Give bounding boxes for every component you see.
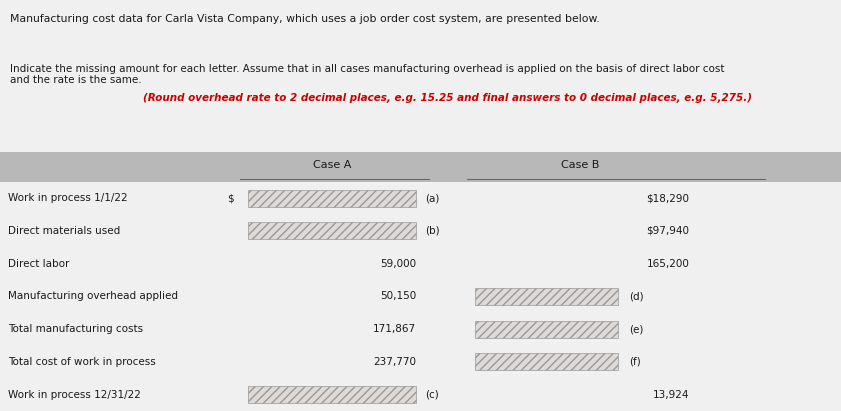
Text: Direct labor: Direct labor	[8, 259, 70, 269]
Text: Manufacturing cost data for Carla Vista Company, which uses a job order cost sys: Manufacturing cost data for Carla Vista …	[10, 14, 600, 24]
Text: (c): (c)	[425, 390, 438, 399]
Text: (b): (b)	[425, 226, 439, 236]
Text: 237,770: 237,770	[373, 357, 416, 367]
Text: (f): (f)	[629, 357, 641, 367]
Text: (e): (e)	[629, 324, 643, 334]
FancyBboxPatch shape	[475, 288, 618, 305]
Text: Case A: Case A	[313, 160, 352, 171]
Text: Case B: Case B	[561, 160, 600, 171]
Text: Direct materials used: Direct materials used	[8, 226, 120, 236]
FancyBboxPatch shape	[475, 353, 618, 370]
Text: Work in process 1/1/22: Work in process 1/1/22	[8, 193, 128, 203]
Text: $97,940: $97,940	[647, 226, 690, 236]
Text: Total cost of work in process: Total cost of work in process	[8, 357, 156, 367]
FancyBboxPatch shape	[248, 190, 416, 207]
FancyBboxPatch shape	[0, 152, 841, 182]
Text: Manufacturing overhead applied: Manufacturing overhead applied	[8, 291, 178, 301]
Text: 13,924: 13,924	[653, 390, 690, 399]
Text: Total manufacturing costs: Total manufacturing costs	[8, 324, 144, 334]
Text: (Round overhead rate to 2 decimal places, e.g. 15.25 and final answers to 0 deci: (Round overhead rate to 2 decimal places…	[143, 93, 752, 103]
Text: 59,000: 59,000	[380, 259, 416, 269]
Text: 50,150: 50,150	[380, 291, 416, 301]
FancyBboxPatch shape	[248, 222, 416, 240]
Text: 165,200: 165,200	[647, 259, 690, 269]
Text: Indicate the missing amount for each letter. Assume that in all cases manufactur: Indicate the missing amount for each let…	[10, 64, 725, 85]
Text: Work in process 12/31/22: Work in process 12/31/22	[8, 390, 141, 399]
Text: 171,867: 171,867	[373, 324, 416, 334]
FancyBboxPatch shape	[475, 321, 618, 338]
Text: (a): (a)	[425, 193, 439, 203]
Text: $18,290: $18,290	[647, 193, 690, 203]
Text: (d): (d)	[629, 291, 643, 301]
Text: $: $	[227, 193, 234, 203]
FancyBboxPatch shape	[248, 386, 416, 403]
